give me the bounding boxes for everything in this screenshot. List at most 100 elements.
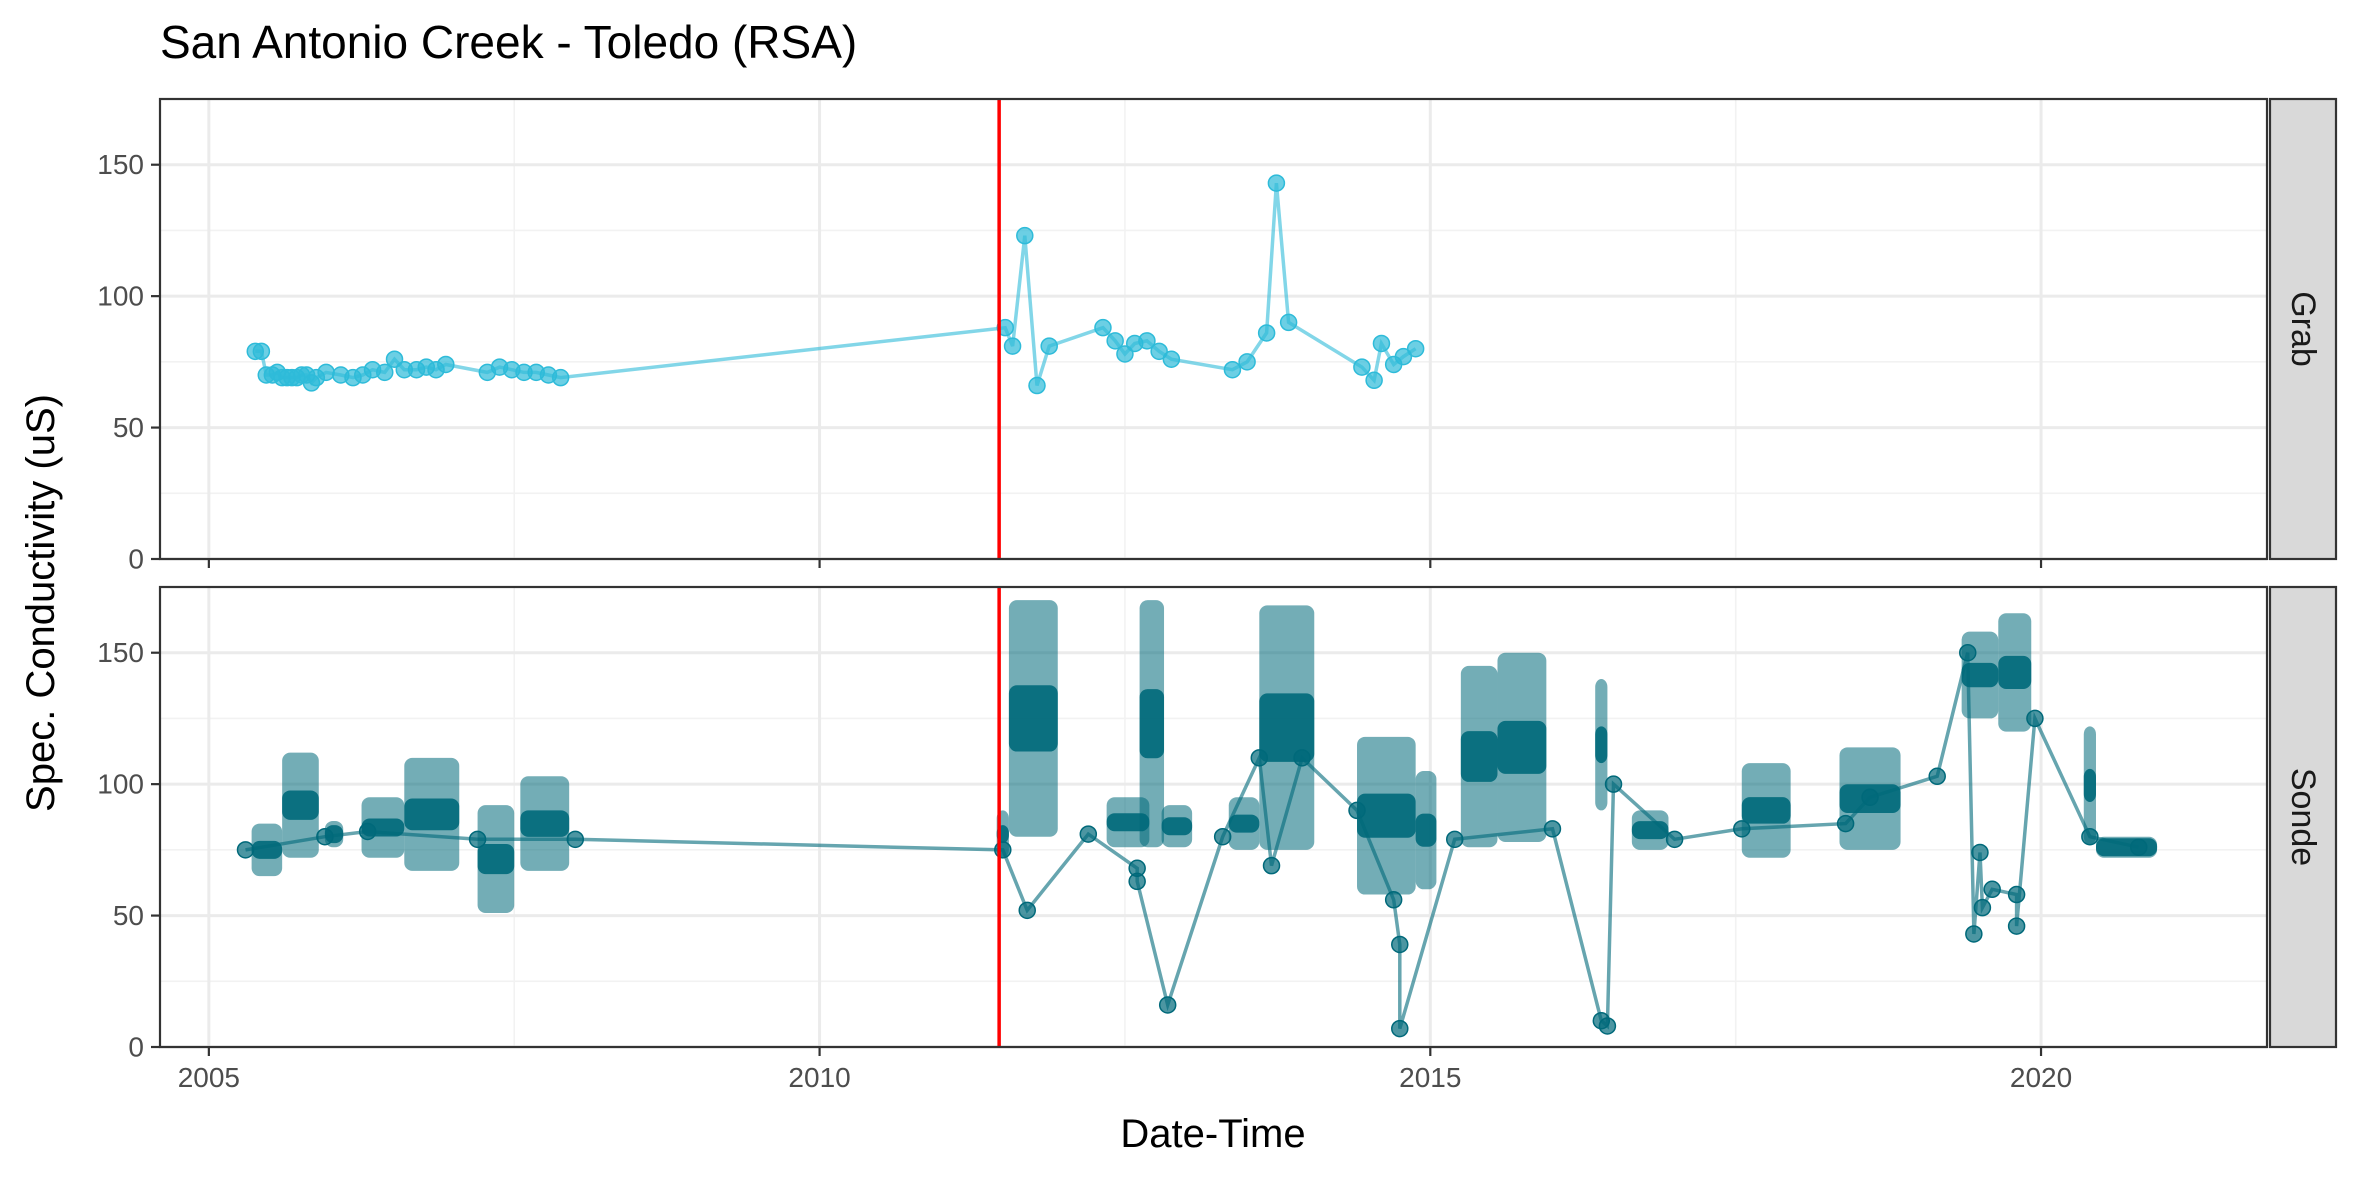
data-point <box>1604 775 1623 793</box>
data-point <box>375 363 394 382</box>
data-point <box>1391 935 1409 954</box>
facet-strip-label: Grab <box>2284 291 2322 367</box>
data-point <box>551 368 570 387</box>
data-point <box>2026 709 2044 728</box>
data-point <box>1928 767 1946 786</box>
data-point <box>1958 643 1977 662</box>
data-cluster-core <box>1008 685 1058 752</box>
x-tick-label: 2005 <box>178 1062 240 1093</box>
data-point <box>996 318 1014 337</box>
data-point <box>1016 226 1034 245</box>
data-point <box>358 822 377 841</box>
data-cluster-core <box>251 840 283 859</box>
data-point <box>1971 843 1989 862</box>
data-point <box>236 841 255 859</box>
data-point <box>468 830 487 849</box>
data-point <box>252 342 271 361</box>
panel-sonde: Sonde 0 50 100 150 2005 2010 2015 2020 <box>97 585 2338 1093</box>
data-cluster-core <box>1415 813 1437 847</box>
data-point <box>1861 788 1879 807</box>
data-point <box>316 827 334 846</box>
data-point <box>1003 337 1022 355</box>
data-point <box>1406 339 1425 358</box>
data-point <box>1445 830 1464 849</box>
data-point <box>1162 350 1181 368</box>
data-point <box>2129 838 2148 856</box>
data-point <box>1018 901 1036 920</box>
data-cluster-core <box>1106 813 1150 832</box>
facet-strip <box>2268 97 2338 561</box>
data-point <box>1040 337 1058 355</box>
data-point <box>1983 880 2001 899</box>
data-cluster-core <box>1259 693 1315 762</box>
data-point <box>1106 332 1124 350</box>
data-point <box>566 830 585 849</box>
data-point <box>1394 347 1413 366</box>
data-point <box>1391 1019 1409 1038</box>
panel-border <box>158 97 2269 561</box>
data-point <box>317 363 335 382</box>
data-point <box>1079 825 1098 843</box>
data-point <box>1348 801 1366 820</box>
data-cluster-core <box>1595 726 1608 764</box>
data-point <box>1543 820 1562 838</box>
data-point <box>1213 827 1232 846</box>
data-cluster-core <box>520 810 570 837</box>
data-point <box>1267 174 1286 192</box>
data-point <box>1733 820 1751 838</box>
y-tick-label: 150 <box>97 149 144 180</box>
data-cluster-core <box>1460 731 1498 782</box>
data-point <box>1973 898 1992 917</box>
data-point <box>1158 996 1177 1014</box>
data-point <box>2007 917 2026 935</box>
chart-title: San Antonio Creek - Toledo (RSA) <box>160 16 857 68</box>
data-point <box>437 355 455 374</box>
data-cluster-core <box>1139 689 1165 759</box>
data-point <box>1293 749 1311 767</box>
y-tick-label: 100 <box>97 281 144 312</box>
x-tick-label: 2010 <box>788 1062 850 1093</box>
panels-group: Grab 0 50 100 150 Sonde 0 50 100 150 2005 2010 2015 2… <box>97 97 2338 1093</box>
data-cluster-core <box>1998 655 2032 689</box>
data-point <box>1279 313 1298 332</box>
y-axis-title: Spec. Conductivity (uS) <box>19 394 63 812</box>
data-point <box>1094 318 1112 337</box>
data-cluster-core <box>404 798 460 831</box>
data-cluster-core <box>1961 662 1999 688</box>
panel-background <box>160 99 2267 559</box>
x-tick-label: 2015 <box>1399 1062 1461 1093</box>
data-point <box>1384 891 1403 909</box>
data-point <box>994 841 1012 859</box>
data-cluster-core <box>282 790 319 820</box>
y-tick-label: 0 <box>128 544 144 575</box>
data-cluster-core <box>1631 821 1669 840</box>
data-point <box>1353 358 1371 376</box>
data-cluster-core <box>1741 797 1791 824</box>
data-cluster-core <box>1497 720 1547 774</box>
data-point <box>1150 342 1168 361</box>
x-tick-label: 2020 <box>2010 1062 2072 1093</box>
data-point <box>1365 371 1383 390</box>
panel-border <box>158 585 2269 1049</box>
data-point <box>1128 872 1146 891</box>
data-cluster-core <box>1357 793 1416 838</box>
data-point <box>1965 925 1983 943</box>
data-point <box>2081 827 2099 846</box>
data-point <box>2007 885 2026 904</box>
data-cluster-core <box>2083 768 2096 803</box>
y-tick-label: 50 <box>113 900 144 931</box>
x-axis-title: Date-Time <box>1120 1112 1305 1156</box>
facet-strip-label: Sonde <box>2284 768 2322 866</box>
facet-strip <box>2268 585 2338 1049</box>
panel-background <box>160 587 2267 1047</box>
data-point <box>1372 334 1391 353</box>
data-cluster-core <box>477 843 515 875</box>
data-point <box>1250 749 1269 767</box>
data-point <box>1257 324 1276 342</box>
panel-grab: Grab 0 50 100 150 <box>97 97 2338 575</box>
data-cluster-core <box>1228 814 1260 833</box>
y-tick-label: 150 <box>97 637 144 668</box>
y-tick-label: 0 <box>128 1032 144 1063</box>
data-cluster-core <box>2095 838 2158 857</box>
